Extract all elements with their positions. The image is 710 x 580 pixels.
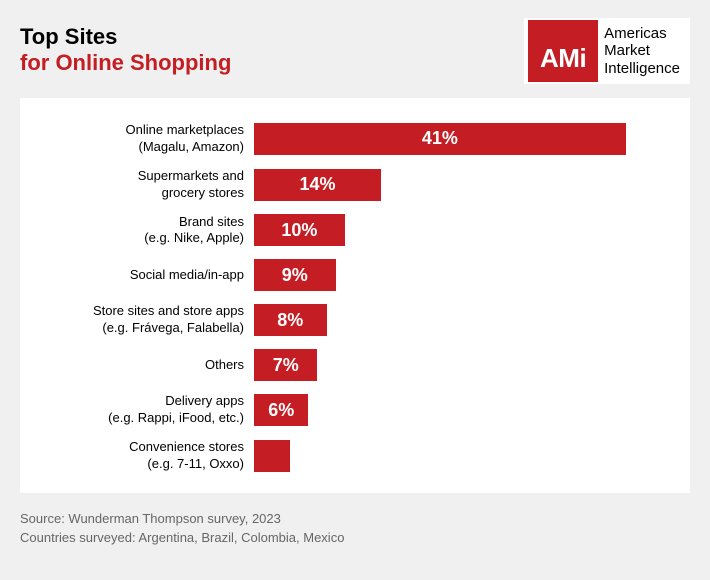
chart-row: Social media/in-app9% xyxy=(34,259,662,291)
bar-label: Others xyxy=(34,357,254,374)
bar: 41% xyxy=(254,123,626,155)
bar: 7% xyxy=(254,349,317,381)
bar-track: 14% xyxy=(254,169,662,201)
bar-label: Supermarkets andgrocery stores xyxy=(34,168,254,202)
bar-label: Convenience stores(e.g. 7-11, Oxxo) xyxy=(34,439,254,473)
header: Top Sites for Online Shopping AMi Americ… xyxy=(20,18,690,84)
logo-mark: AMi xyxy=(528,20,598,82)
bar-track: 6% xyxy=(254,394,662,426)
bar-label: Store sites and store apps(e.g. Frávega,… xyxy=(34,303,254,337)
chart-row: Brand sites(e.g. Nike, Apple)10% xyxy=(34,214,662,248)
bar: 8% xyxy=(254,304,327,336)
logo-line-2: Market xyxy=(604,42,680,59)
chart-footer: Source: Wunderman Thompson survey, 2023 … xyxy=(20,509,690,548)
bar: 14% xyxy=(254,169,381,201)
chart-row: Convenience stores(e.g. 7-11, Oxxo) xyxy=(34,439,662,473)
logo-line-1: Americas xyxy=(604,25,680,42)
bar: 9% xyxy=(254,259,336,291)
bar-label: Social media/in-app xyxy=(34,267,254,284)
chart-row: Delivery apps(e.g. Rappi, iFood, etc.)6% xyxy=(34,393,662,427)
bar: 10% xyxy=(254,214,345,246)
brand-logo: AMi Americas Market Intelligence xyxy=(524,18,690,84)
bar-track: 8% xyxy=(254,304,662,336)
bar-chart: Online marketplaces(Magalu, Amazon)41%Su… xyxy=(20,98,690,493)
bar-label: Online marketplaces(Magalu, Amazon) xyxy=(34,122,254,156)
bar-label: Brand sites(e.g. Nike, Apple) xyxy=(34,214,254,248)
chart-row: Supermarkets andgrocery stores14% xyxy=(34,168,662,202)
title-line-1: Top Sites xyxy=(20,24,231,50)
chart-row: Store sites and store apps(e.g. Frávega,… xyxy=(34,303,662,337)
bar-track xyxy=(254,440,662,472)
bar: 6% xyxy=(254,394,308,426)
logo-text: Americas Market Intelligence xyxy=(604,25,680,77)
logo-line-3: Intelligence xyxy=(604,60,680,77)
chart-title: Top Sites for Online Shopping xyxy=(20,18,231,76)
source-line: Source: Wunderman Thompson survey, 2023 xyxy=(20,509,690,529)
chart-row: Online marketplaces(Magalu, Amazon)41% xyxy=(34,122,662,156)
bar-track: 9% xyxy=(254,259,662,291)
countries-line: Countries surveyed: Argentina, Brazil, C… xyxy=(20,528,690,548)
bar xyxy=(254,440,290,472)
bar-track: 7% xyxy=(254,349,662,381)
title-line-2: for Online Shopping xyxy=(20,50,231,76)
chart-row: Others7% xyxy=(34,349,662,381)
bar-label: Delivery apps(e.g. Rappi, iFood, etc.) xyxy=(34,393,254,427)
bar-track: 41% xyxy=(254,123,662,155)
bar-track: 10% xyxy=(254,214,662,246)
